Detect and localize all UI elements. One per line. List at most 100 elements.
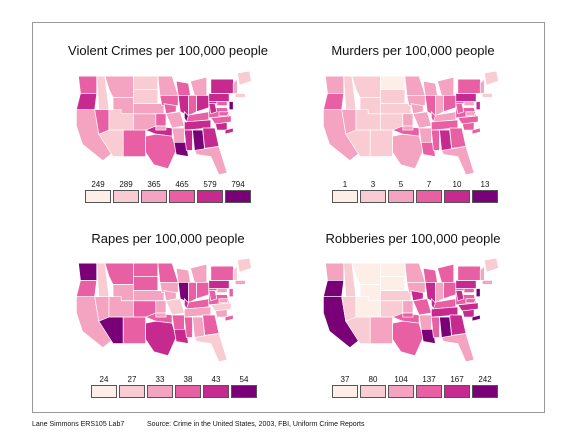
state-region — [234, 280, 246, 285]
state-region — [481, 93, 493, 98]
legend-class: 37 — [332, 375, 358, 398]
legend-class: 27 — [119, 375, 145, 398]
state-region — [183, 297, 189, 310]
state-region — [440, 332, 475, 363]
state-region — [193, 145, 228, 176]
state-region — [325, 262, 345, 281]
state-region — [188, 282, 197, 304]
state-region — [155, 312, 167, 318]
state-region — [443, 282, 457, 300]
legend-class-label: 289 — [119, 180, 133, 189]
state-region — [422, 267, 438, 283]
state-region — [435, 95, 444, 117]
state-region — [133, 75, 159, 90]
legend-class: 3 — [360, 180, 386, 203]
legend-class: 13 — [472, 180, 498, 203]
state-region — [75, 93, 98, 111]
legend-swatch — [472, 190, 498, 203]
state-region — [196, 95, 210, 113]
state-region — [155, 113, 167, 127]
legend-class: 242 — [472, 375, 498, 398]
state-region — [188, 95, 197, 117]
legend-swatch — [332, 190, 358, 203]
state-region — [449, 314, 467, 336]
legend-class-label: 7 — [426, 180, 432, 189]
legend-class-label: 365 — [147, 180, 161, 189]
us-choropleth-map — [75, 71, 252, 176]
state-region — [133, 103, 165, 115]
legend-class-label: 37 — [340, 375, 350, 384]
state-region — [402, 312, 414, 318]
legend-swatch — [360, 385, 386, 398]
state-region — [236, 258, 252, 273]
map-title: Violent Crimes per 100,000 people — [68, 43, 268, 58]
state-region — [175, 267, 191, 283]
legend-class-label: 38 — [183, 375, 193, 384]
state-region — [430, 297, 436, 310]
legend-class-label: 13 — [480, 180, 490, 189]
state-region — [208, 93, 230, 102]
state-region — [75, 280, 98, 298]
legend-class: 38 — [175, 375, 201, 398]
legend-swatch — [231, 385, 257, 398]
state-region — [475, 288, 481, 298]
state-region — [455, 288, 465, 291]
state-region — [380, 88, 406, 104]
legend-class-label: 54 — [239, 375, 249, 384]
legend-class-label: 43 — [211, 375, 221, 384]
state-region — [228, 288, 234, 298]
state-region — [406, 95, 426, 106]
state-region — [471, 127, 481, 135]
state-region — [430, 129, 440, 151]
legend-class: 167 — [444, 375, 470, 398]
state-region — [210, 78, 236, 94]
legend-swatch — [444, 190, 470, 203]
state-region — [351, 262, 381, 285]
legend-swatch — [416, 385, 442, 398]
state-region — [412, 111, 432, 129]
state-region — [457, 265, 483, 281]
legend-swatch — [332, 385, 358, 398]
legend-class: 5 — [388, 180, 414, 203]
state-region — [435, 282, 444, 304]
state-region — [216, 101, 228, 106]
state-region — [402, 113, 414, 127]
state-region — [465, 111, 477, 117]
state-region — [455, 280, 477, 289]
state-region — [420, 328, 436, 344]
legend-class-label: 33 — [155, 375, 165, 384]
state-region — [165, 111, 185, 129]
state-region — [430, 110, 436, 123]
state-region — [145, 320, 177, 357]
state-region — [404, 75, 426, 96]
legend-class-label: 167 — [450, 375, 464, 384]
state-region — [218, 298, 230, 304]
state-region — [440, 145, 475, 176]
map-panel-murders: Murders per 100,000 people 1 3 5 7 10 13 — [288, 35, 538, 225]
state-region — [418, 314, 432, 330]
state-region — [165, 298, 185, 316]
state-region — [455, 93, 477, 102]
legend-swatch — [360, 190, 386, 203]
legend-swatch — [119, 385, 145, 398]
legend-class: 10 — [444, 180, 470, 203]
legend-swatch — [388, 190, 414, 203]
legend-class-label: 3 — [370, 180, 376, 189]
legend-class: 43 — [203, 375, 229, 398]
state-region — [173, 328, 189, 344]
state-region — [418, 127, 432, 143]
state-region — [104, 262, 134, 285]
state-region — [78, 75, 98, 94]
map-panel-rapes: Rapes per 100,000 people 24 27 33 38 43 54 — [43, 225, 293, 415]
state-region — [437, 76, 455, 98]
state-region — [183, 129, 193, 151]
state-region — [465, 298, 477, 304]
state-region — [475, 101, 481, 111]
state-region — [155, 125, 167, 131]
us-choropleth-map — [75, 258, 252, 363]
state-region — [196, 282, 210, 300]
state-region — [159, 282, 179, 293]
state-region — [145, 133, 177, 170]
state-region — [406, 282, 426, 293]
state-region — [133, 275, 159, 291]
